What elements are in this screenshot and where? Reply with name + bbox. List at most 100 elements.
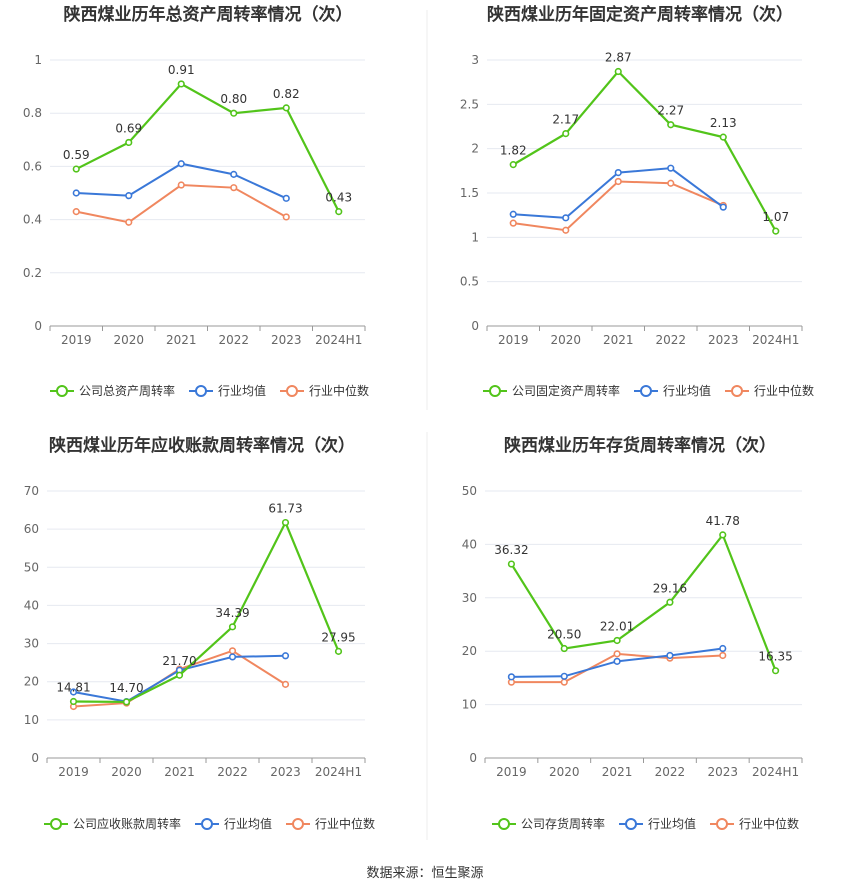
x-tick-label: 2020 — [550, 333, 581, 347]
y-tick-label: 0 — [31, 751, 39, 765]
series-line-company — [510, 532, 777, 672]
legend-label: 公司总资产周转率 — [79, 383, 175, 398]
data-label: 41.78 — [706, 514, 740, 528]
y-tick-label: 50 — [24, 560, 39, 574]
data-point-company — [509, 161, 517, 169]
y-tick-label: 40 — [462, 537, 477, 551]
data-point-company — [613, 636, 621, 645]
data-point-company — [507, 560, 516, 568]
data-label: 61.73 — [268, 502, 302, 516]
data-label: 27.95 — [321, 630, 355, 644]
data-point-median — [72, 208, 80, 216]
data-point-average — [719, 203, 727, 211]
y-tick-label: 2.5 — [460, 97, 479, 111]
legend-marker — [625, 818, 637, 830]
legend-label: 行业均值 — [648, 816, 696, 831]
legend-item-median: 行业中位数 — [286, 816, 375, 831]
data-point-company — [230, 109, 238, 117]
legend-marker — [489, 385, 501, 397]
data-label: 2.27 — [657, 104, 684, 118]
data-point-average — [177, 160, 185, 168]
data-point-median — [613, 650, 621, 658]
series-line-median — [76, 184, 287, 224]
data-point-company — [772, 227, 780, 235]
data-label: 0.82 — [273, 87, 300, 101]
data-label: 0.43 — [325, 191, 352, 205]
data-point-median — [282, 213, 290, 221]
data-label: 0.59 — [63, 148, 90, 162]
legend-label: 行业中位数 — [754, 383, 814, 398]
y-tick-label: 30 — [24, 637, 39, 651]
data-label: 34.39 — [215, 606, 249, 620]
y-tick-label: 2 — [471, 142, 479, 156]
data-point-average — [614, 169, 622, 177]
series-line-company — [512, 69, 777, 232]
data-source-note: 数据来源：恒生聚源 — [366, 866, 484, 881]
series-line-average — [76, 162, 287, 200]
x-tick-label: 2021 — [166, 333, 197, 347]
data-point-company — [335, 208, 343, 216]
data-point-median — [125, 218, 133, 226]
legend-marker — [201, 818, 213, 830]
data-point-company — [666, 598, 674, 606]
data-point-average — [281, 652, 290, 660]
data-label: 1.82 — [500, 144, 527, 158]
data-point-median — [560, 678, 568, 686]
x-tick-label: 2021 — [602, 765, 633, 779]
legend-label: 公司固定资产周转率 — [512, 383, 620, 398]
legend-item-median: 行业中位数 — [725, 383, 814, 398]
data-label: 2.13 — [710, 116, 737, 130]
x-tick-label: 2023 — [270, 765, 301, 779]
data-point-average — [666, 651, 674, 660]
x-tick-label: 2024H1 — [752, 333, 799, 347]
data-label: 0.91 — [168, 63, 195, 77]
y-tick-label: 50 — [462, 484, 477, 498]
legend-label: 行业中位数 — [309, 383, 369, 398]
data-point-median — [177, 181, 185, 189]
data-point-company — [282, 104, 290, 112]
y-tick-label: 40 — [24, 598, 39, 612]
chart-title: 陕西煤业历年应收账款周转率情况（次） — [49, 435, 355, 456]
y-tick-label: 30 — [462, 591, 477, 605]
data-label: 29.16 — [653, 581, 687, 595]
legend-item-average: 行业均值 — [195, 816, 272, 831]
data-point-average — [719, 644, 727, 653]
x-tick-label: 2023 — [708, 333, 739, 347]
x-tick-label: 2019 — [61, 333, 92, 347]
data-point-company — [281, 518, 290, 527]
data-point-company — [175, 671, 184, 679]
legend-marker — [292, 818, 304, 830]
y-tick-label: 10 — [462, 698, 477, 712]
data-point-company — [614, 67, 622, 76]
y-tick-label: 10 — [24, 713, 39, 727]
data-point-company — [562, 129, 570, 138]
data-label: 16.35 — [758, 650, 792, 664]
data-point-average — [69, 688, 78, 696]
data-point-company — [560, 644, 568, 653]
data-point-median — [228, 647, 237, 655]
legend-marker — [50, 818, 62, 830]
legend-item-average: 行业均值 — [634, 383, 711, 398]
data-point-company — [719, 531, 727, 539]
data-label: 0.80 — [220, 92, 247, 106]
data-point-median — [509, 219, 517, 227]
data-point-company — [719, 133, 727, 141]
x-tick-label: 2023 — [271, 333, 302, 347]
legend-item-median: 行业中位数 — [280, 383, 369, 398]
legend-label: 公司存货周转率 — [521, 816, 605, 831]
data-label: 14.70 — [109, 681, 143, 695]
x-tick-label: 2019 — [58, 765, 89, 779]
x-tick-label: 2019 — [498, 333, 529, 347]
data-point-average — [228, 653, 237, 661]
data-point-median — [562, 226, 570, 234]
legend-label: 行业均值 — [218, 383, 266, 398]
data-point-median — [667, 179, 675, 187]
y-tick-label: 1 — [34, 53, 42, 67]
data-point-average — [560, 672, 568, 680]
data-point-average — [667, 164, 675, 172]
y-tick-label: 60 — [24, 522, 39, 536]
data-point-average — [613, 657, 621, 665]
series-line-company — [75, 82, 340, 213]
x-tick-label: 2022 — [655, 333, 686, 347]
